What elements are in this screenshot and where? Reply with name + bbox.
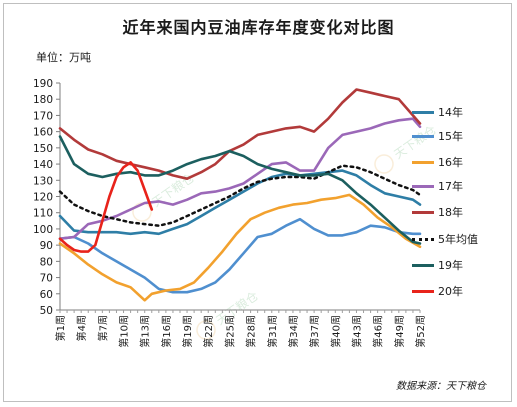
- legend-label: 19年: [438, 259, 463, 272]
- legend-label: 18年: [438, 206, 463, 219]
- watermark-logo-icon: [196, 320, 216, 340]
- watermark-logo-icon: [374, 154, 394, 174]
- y-tick-label: 150: [33, 143, 53, 155]
- legend-item: 16年: [412, 155, 512, 169]
- legend-swatch: [412, 238, 434, 241]
- legend-item: 18年: [412, 205, 512, 219]
- x-tick-label: 第52周: [414, 315, 427, 348]
- legend-swatch: [412, 135, 434, 138]
- x-tick-label: 第10周: [118, 315, 131, 348]
- series-line-4: [58, 117, 422, 240]
- x-tick-label: 第43周: [350, 315, 363, 348]
- legend-item: 5年均值: [412, 232, 512, 246]
- series-line-3: [58, 193, 422, 302]
- chart-frame: [3, 3, 512, 402]
- x-tick-label: 第22周: [202, 315, 215, 348]
- series-line-8: [58, 161, 154, 253]
- x-tick-label: 第16周: [160, 315, 173, 348]
- x-tick-label: 第7周: [96, 315, 109, 341]
- y-tick-label: 50: [40, 305, 53, 317]
- y-tick-label: 90: [40, 240, 53, 252]
- legend-item: 20年: [412, 284, 512, 298]
- x-tick-label: 第31周: [266, 315, 279, 348]
- y-tick-label: 180: [33, 94, 53, 106]
- legend-swatch: [412, 211, 434, 214]
- y-tick-label: 140: [33, 159, 53, 171]
- source-label: 数据来源：天下粮仓: [396, 381, 486, 392]
- y-tick-label: 190: [33, 78, 53, 90]
- x-tick-label: 第28周: [245, 315, 258, 348]
- x-tick-label: 第4周: [75, 315, 88, 341]
- x-tick-label: 第1周: [54, 315, 67, 341]
- legend-label: 16年: [438, 156, 463, 169]
- y-tick-label: 100: [33, 224, 53, 236]
- legend-swatch: [412, 111, 434, 114]
- axes-group: 50 60 70 80 90 100 110 120 130 140 150 160 170 180 190…: [33, 78, 427, 348]
- y-tick-label: 160: [33, 127, 53, 139]
- series-line-1: [58, 169, 422, 236]
- series-line-6: [58, 164, 422, 227]
- x-tick-label: 第40周: [329, 315, 342, 348]
- y-tick-label: 80: [40, 256, 53, 268]
- legend-label: 17年: [438, 180, 463, 193]
- legend-label: 5年均值: [438, 233, 478, 246]
- legend-label: 15年: [438, 130, 463, 143]
- x-tick-label: 第37周: [308, 315, 321, 348]
- y-tick-label: 70: [40, 273, 53, 285]
- legend-label: 20年: [438, 285, 463, 298]
- y-tick-label: 120: [33, 192, 53, 204]
- y-tick-label: 170: [33, 110, 53, 122]
- series-line-7: [58, 135, 422, 245]
- legend-item: 14年: [412, 105, 512, 119]
- legend-swatch: [412, 264, 434, 267]
- legend-label: 14年: [438, 106, 463, 119]
- y-tick-label: 60: [40, 289, 53, 301]
- y-tick-label: 110: [33, 208, 53, 220]
- chart-title: 近年来国内豆油库存年度变化对比图: [122, 18, 395, 37]
- x-tick-label: 第49周: [393, 315, 406, 348]
- series-group: [58, 88, 422, 302]
- unit-label: 单位：万吨: [36, 51, 91, 64]
- legend-item: 17年: [412, 179, 512, 193]
- x-tick-label: 第19周: [181, 315, 194, 348]
- legend-swatch: [412, 290, 434, 293]
- series-line-2: [58, 217, 422, 294]
- x-tick-label: 第13周: [139, 315, 152, 348]
- legend-item: 19年: [412, 258, 512, 272]
- legend-swatch: [412, 161, 434, 164]
- legend-item: 15年: [412, 129, 512, 143]
- series-line-5: [58, 88, 422, 180]
- legend-swatch: [412, 185, 434, 188]
- x-tick-label: 第46周: [372, 315, 385, 348]
- watermark-logo-icon: [132, 202, 152, 222]
- y-tick-label: 130: [33, 175, 53, 187]
- x-tick-label: 第34周: [287, 315, 300, 348]
- x-tick-label: 第25周: [223, 315, 236, 348]
- legend: 14年 15年 16年 17年 18年 5年均值 19年 20年: [412, 0, 512, 407]
